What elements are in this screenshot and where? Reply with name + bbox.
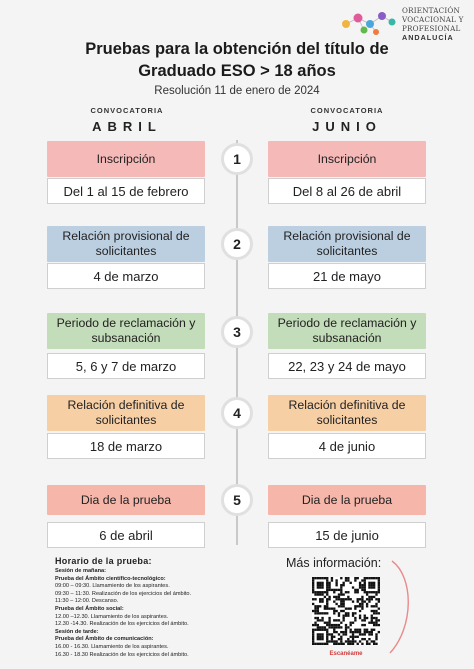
schedule-title: Horario de la prueba: (55, 556, 152, 566)
schedule-line: 09:00 – 09:30. Llamamiento de los aspira… (55, 583, 170, 590)
schedule-line: 16.00 - 16.30. Llamamiento de los aspira… (55, 643, 169, 650)
schedule-line: 12.30 -14.30. Realización de los ejercic… (55, 621, 189, 628)
schedule-line: 11:30 – 12:00. Descanso. (55, 598, 119, 605)
schedule-line: 16.30 - 18.30 Realización de los ejercic… (55, 651, 189, 658)
step-4-right-date: 4 de junio (268, 433, 426, 459)
step-5-right-header: Dia de la prueba (268, 485, 426, 515)
step-3-right-date: 22, 23 y 24 de mayo (268, 353, 426, 379)
logo: ORIENTACIÓN VOCACIONAL Y PROFESIONAL AND… (338, 4, 472, 44)
step-1-left-date: Del 1 al 15 de febrero (47, 178, 205, 204)
step-5-left-date: 6 de abril (47, 522, 205, 548)
right-month-label: JUNIO (312, 119, 382, 134)
more-info-label: Más información: (286, 556, 382, 570)
step-2-left-header: Relación provisional de solicitantes (47, 226, 205, 262)
scan-me-label: Escanéame (329, 651, 363, 657)
logo-text: ORIENTACIÓN VOCACIONAL Y PROFESIONAL AND… (402, 6, 464, 42)
step-1-number: 1 (221, 143, 253, 175)
step-5-left-header: Dia de la prueba (47, 485, 205, 515)
step-1-right-date: Del 8 al 26 de abril (268, 178, 426, 204)
left-month-label: ABRIL (92, 119, 162, 134)
exam-schedule: Horario de la prueba: Sesión de mañana: P… (55, 556, 285, 659)
step-4-right-header: Relación definitiva de solicitantes (268, 395, 426, 431)
step-2-right-date: 21 de mayo (268, 263, 426, 289)
schedule-line: 12.00 –12.30. Llamamiento de los aspiran… (55, 613, 169, 620)
step-1-left-header: Inscripción (47, 141, 205, 177)
schedule-line: 09:30 – 11:30. Realización de los ejerci… (55, 590, 192, 597)
schedule-line: Sesión de mañana: (55, 568, 106, 574)
step-3-right-header: Periodo de reclamación y subsanación (268, 313, 426, 349)
step-3-number: 3 (221, 316, 253, 348)
schedule-lines: Sesión de mañana: Prueba del Ámbito cient… (55, 568, 285, 659)
step-4-left-header: Relación definitiva de solicitantes (47, 395, 205, 431)
step-2-right-header: Relación provisional de solicitantes (268, 226, 426, 262)
step-4-left-date: 18 de marzo (47, 433, 205, 459)
schedule-line: Sesión de tarde: (55, 628, 99, 635)
qr-code-icon[interactable] (312, 577, 380, 645)
step-5-right-date: 15 de junio (268, 522, 426, 548)
step-2-number: 2 (221, 228, 253, 260)
network-dots-icon (342, 12, 396, 35)
page-title: Pruebas para la obtención del título de … (85, 40, 389, 80)
resolution-subtitle: Resolución 11 de enero de 2024 (154, 85, 320, 97)
left-convocatoria-label: CONVOCATORIA (90, 106, 164, 115)
step-3-left-header: Periodo de reclamación y subsanación (47, 313, 205, 349)
decorative-swirl-icon (389, 560, 409, 654)
schedule-line: Prueba del Ámbito científico-tecnológico… (55, 575, 166, 582)
step-3-left-date: 5, 6 y 7 de marzo (47, 353, 205, 379)
schedule-line: Prueba del Ámbito social: (55, 605, 124, 612)
step-2-left-date: 4 de marzo (47, 263, 205, 289)
step-5-number: 5 (221, 484, 253, 516)
schedule-line: Prueba del Ámbito de comunicación: (55, 636, 154, 643)
right-convocatoria-label: CONVOCATORIA (310, 106, 384, 115)
step-1-right-header: Inscripción (268, 141, 426, 177)
step-4-number: 4 (221, 397, 253, 429)
